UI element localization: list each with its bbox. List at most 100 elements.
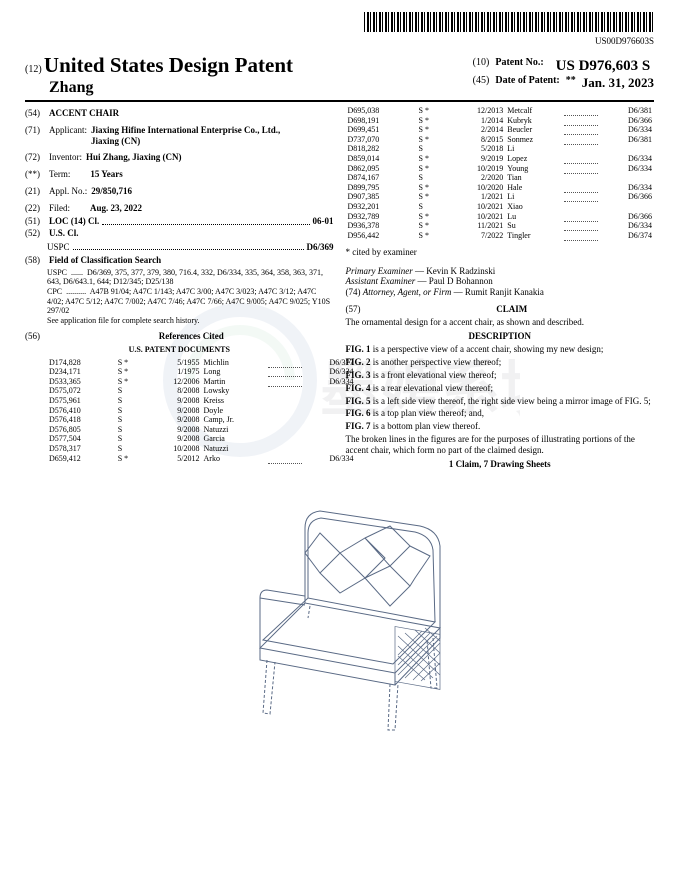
field-72-num: (72): [25, 152, 49, 163]
field-58-num: (58): [25, 255, 49, 266]
ref-row: D576,805S9/2008Natuzzi: [47, 425, 356, 435]
field-52-label: U.S. Cl.: [49, 228, 79, 239]
date-label: Date of Patent:: [495, 75, 559, 91]
ref-row: D575,961S9/2008Kreiss: [47, 396, 356, 406]
patent-date: Jan. 31, 2023: [582, 75, 654, 91]
field-22-num: (22): [25, 203, 49, 214]
asst-examiner-value: — Paul D Bohannon: [418, 276, 493, 286]
field-21-num: (21): [25, 186, 49, 197]
ref-row: D533,365S *12/2006MartinD6/334: [47, 377, 356, 387]
ref-row: D699,451S *2/2014BeuclerD6/334: [346, 125, 655, 135]
attorney-value: — Rumit Ranjit Kanakia: [454, 287, 544, 297]
field-21-label: Appl. No.:: [49, 186, 87, 197]
applicant-value: Jiaxing Hifine International Enterprise …: [91, 125, 291, 147]
sheets-line: 1 Claim, 7 Drawing Sheets: [346, 459, 655, 470]
field-term-label: Term:: [49, 169, 70, 180]
field-term-num: (**): [25, 169, 49, 180]
ref-row: D862,095S *10/2019YoungD6/334: [346, 164, 655, 174]
right-column: D695,038S *12/2013MetcalfD6/381D698,191S…: [346, 106, 655, 472]
fcs-note: See application file for complete search…: [47, 316, 334, 326]
fcs-cpc-value: A47B 91/04; A47C 1/143; A47C 3/00; A47C …: [47, 287, 330, 315]
term-value: 15 Years: [90, 169, 122, 180]
us-refs-table: D174,828S *5/1955MichlinD6/377D234,171S …: [47, 358, 356, 464]
field-51-label: LOC (14) Cl.: [49, 216, 99, 227]
asst-examiner-label: Assistant Examiner: [346, 276, 416, 286]
field-71-num: (71): [25, 125, 49, 147]
header-prefix: (12): [25, 64, 42, 75]
claim-text: The ornamental design for a accent chair…: [346, 317, 655, 328]
field-72-label: Inventor:: [49, 152, 82, 163]
fcs-uspc-value: D6/369, 375, 377, 379, 380, 716.4, 332, …: [47, 268, 323, 287]
ref-row: D956,442S *7/2022TinglerD6/374: [346, 231, 655, 241]
description-body: FIG. 1 is a perspective view of a accent…: [346, 344, 655, 455]
barcode-bars: [364, 12, 654, 32]
cited-note: * cited by examiner: [346, 247, 655, 258]
ref-row: D899,795S *10/2020HaleD6/334: [346, 183, 655, 193]
fcs-cpc-label: CPC: [47, 287, 62, 296]
filed-value: Aug. 23, 2022: [90, 203, 142, 214]
patno-prefix: (10): [473, 57, 490, 75]
ref-row: D818,282S5/2018Li: [346, 144, 655, 154]
description-line: FIG. 7 is a bottom plan view thereof.: [346, 421, 655, 432]
ref-row: D874,167S2/2020Tian: [346, 173, 655, 183]
ref-row: D578,317S10/2008Natuzzi: [47, 444, 356, 454]
inventor-surname: Zhang: [49, 78, 473, 97]
ref-row: D575,072S8/2008Lowsky: [47, 386, 356, 396]
left-column: (54) ACCENT CHAIR (71) Applicant: Jiaxin…: [25, 106, 334, 472]
loc-value: 06-01: [313, 216, 334, 227]
publication-number: US00D976603S: [25, 36, 654, 47]
us-refs-table-cont: D695,038S *12/2013MetcalfD6/381D698,191S…: [346, 106, 655, 241]
fcs-uspc-label: USPC: [47, 268, 67, 277]
ref-row: D907,385S *1/2021LiD6/366: [346, 192, 655, 202]
uspc-value: D6/369: [307, 242, 334, 253]
us-patent-docs-label: U.S. PATENT DOCUMENTS: [25, 345, 334, 355]
ref-row: D659,412S *5/2012ArkoD6/334: [47, 454, 356, 464]
description-line: FIG. 5 is a left side view thereof, the …: [346, 396, 655, 407]
ref-row: D577,504S9/2008Garcia: [47, 434, 356, 444]
ref-row: D737,070S *8/2015SonmezD6/381: [346, 135, 655, 145]
attorney-label: Attorney, Agent, or Firm: [363, 287, 452, 297]
field-58-label: Field of Classification Search: [49, 255, 161, 266]
ref-row: D698,191S *1/2014KubrykD6/366: [346, 116, 655, 126]
description-line: FIG. 3 is a front elevational view there…: [346, 370, 655, 381]
description-line: FIG. 4 is a rear elevational view thereo…: [346, 383, 655, 394]
uspc-label: USPC: [47, 242, 70, 253]
description-line: FIG. 2 is another perspective view there…: [346, 357, 655, 368]
patent-header: (12) United States Design Patent Zhang (…: [25, 53, 654, 97]
field-54-label: ACCENT CHAIR: [49, 108, 119, 119]
ref-row: D174,828S *5/1955MichlinD6/377: [47, 358, 356, 368]
description-line: FIG. 6 is a top plan view thereof; and,: [346, 408, 655, 419]
field-56-num: (56): [25, 331, 49, 342]
field-22-label: Filed:: [49, 203, 70, 214]
appl-no-value: 29/850,716: [91, 186, 132, 197]
description-line: The broken lines in the figures are for …: [346, 434, 655, 456]
date-mark: **: [566, 75, 576, 91]
primary-examiner-label: Primary Examiner: [346, 266, 413, 276]
patent-title: United States Design Patent: [44, 53, 293, 77]
description-line: FIG. 1 is a perspective view of a accent…: [346, 344, 655, 355]
field-56-label: References Cited: [49, 331, 334, 342]
ref-row: D932,789S *10/2021LuD6/366: [346, 212, 655, 222]
description-title: DESCRIPTION: [346, 331, 655, 342]
ref-row: D932,201S10/2021Xiao: [346, 202, 655, 212]
field-71-label: Applicant:: [49, 125, 87, 147]
field-57-num: (57): [346, 304, 370, 315]
ref-row: D576,418S9/2008Camp, Jr.: [47, 415, 356, 425]
ref-row: D859,014S *9/2019LopezD6/334: [346, 154, 655, 164]
barcode-region: US00D976603S: [25, 12, 654, 47]
inventor-value: Hui Zhang, Jiaxing (CN): [86, 152, 182, 163]
primary-examiner-value: — Kevin K Radzinski: [415, 266, 495, 276]
field-52-num: (52): [25, 228, 49, 239]
ref-row: D936,378S *11/2021SuD6/334: [346, 221, 655, 231]
ref-row: D576,410S9/2008Doyle: [47, 406, 356, 416]
field-74-num: (74): [346, 287, 361, 297]
divider: [25, 100, 654, 102]
patent-figure: [25, 478, 654, 736]
ref-row: D695,038S *12/2013MetcalfD6/381: [346, 106, 655, 116]
patent-number: US D976,603 S: [556, 57, 651, 75]
patno-label: Patent No.:: [495, 57, 543, 75]
claim-title: CLAIM: [370, 304, 655, 315]
field-51-num: (51): [25, 216, 49, 227]
field-54-num: (54): [25, 108, 49, 119]
ref-row: D234,171S *1/1975LongD6/334: [47, 367, 356, 377]
